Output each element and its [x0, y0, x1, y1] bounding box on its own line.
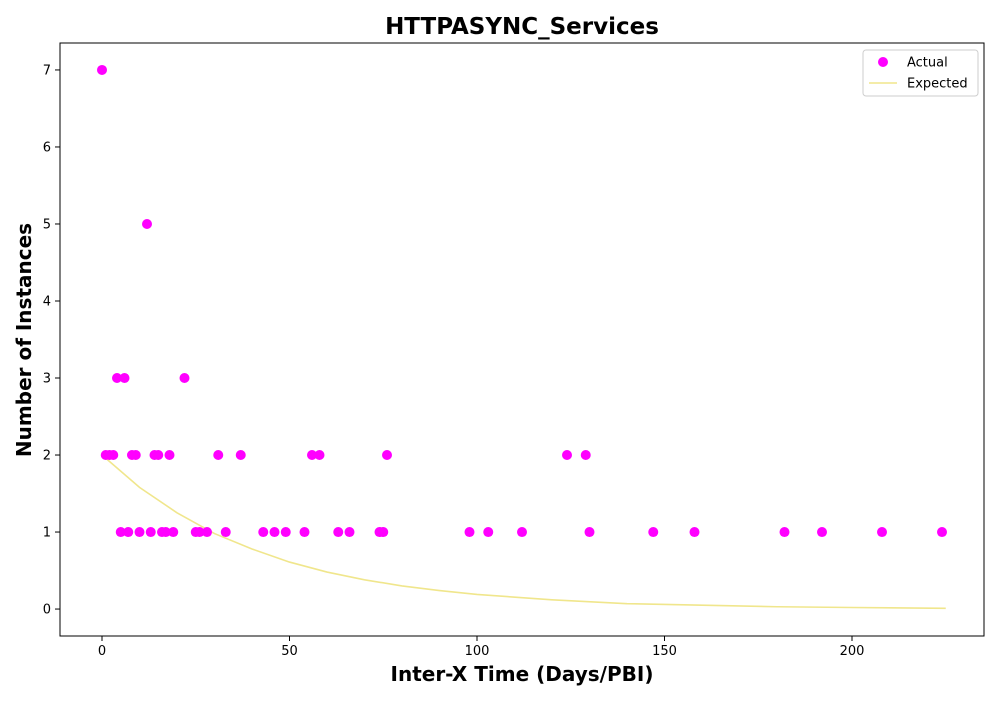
data-point — [562, 450, 572, 460]
plot-area: 0 50 100 150 200 0 1 2 3 4 5 6 7 — [43, 43, 984, 659]
data-point — [180, 373, 190, 383]
y-tick-label: 0 — [43, 603, 51, 618]
x-tick-label: 200 — [840, 644, 865, 659]
data-point — [123, 527, 133, 537]
data-point — [585, 527, 595, 537]
data-point — [378, 527, 388, 537]
x-tick-label: 50 — [281, 644, 298, 659]
data-point — [120, 373, 130, 383]
data-point — [213, 450, 223, 460]
data-point — [300, 527, 310, 537]
y-tick-label: 4 — [43, 294, 51, 309]
data-point — [221, 527, 231, 537]
data-point — [315, 450, 325, 460]
data-point — [108, 450, 118, 460]
data-point — [581, 450, 591, 460]
plot-frame — [60, 43, 984, 636]
data-point — [153, 450, 163, 460]
data-point — [270, 527, 280, 537]
data-point — [780, 527, 790, 537]
x-tick-label: 150 — [652, 644, 677, 659]
y-tick-label: 7 — [43, 63, 51, 78]
y-tick-label: 5 — [43, 217, 51, 232]
y-tick-label: 3 — [43, 372, 51, 387]
data-point — [281, 527, 291, 537]
y-tick-label: 2 — [43, 449, 51, 464]
data-point — [817, 527, 827, 537]
data-point — [202, 527, 212, 537]
data-point — [345, 527, 355, 537]
data-point — [690, 527, 700, 537]
data-point — [937, 527, 947, 537]
data-point — [142, 219, 152, 229]
data-point — [236, 450, 246, 460]
data-point — [877, 527, 887, 537]
data-point — [131, 450, 141, 460]
data-point — [465, 527, 475, 537]
legend-marker-actual — [878, 57, 888, 67]
chart-title: HTTPASYNC_Services — [385, 14, 659, 40]
data-point — [258, 527, 268, 537]
legend-label: Expected — [907, 77, 968, 92]
legend-label: Actual — [907, 56, 948, 71]
x-tick-label: 100 — [465, 644, 490, 659]
data-point — [168, 527, 178, 537]
x-axis-label: Inter-X Time (Days/PBI) — [391, 662, 654, 686]
x-tick-label: 0 — [98, 644, 106, 659]
data-point — [333, 527, 343, 537]
y-axis-label: Number of Instances — [12, 223, 36, 457]
data-point — [648, 527, 658, 537]
y-tick-label: 6 — [43, 140, 51, 155]
data-point — [165, 450, 175, 460]
data-point — [97, 65, 107, 75]
data-point — [517, 527, 527, 537]
data-point — [483, 527, 493, 537]
y-tick-label: 1 — [43, 526, 51, 541]
legend: Actual Expected — [863, 50, 978, 96]
data-point — [135, 527, 145, 537]
data-point — [146, 527, 156, 537]
data-point — [382, 450, 392, 460]
